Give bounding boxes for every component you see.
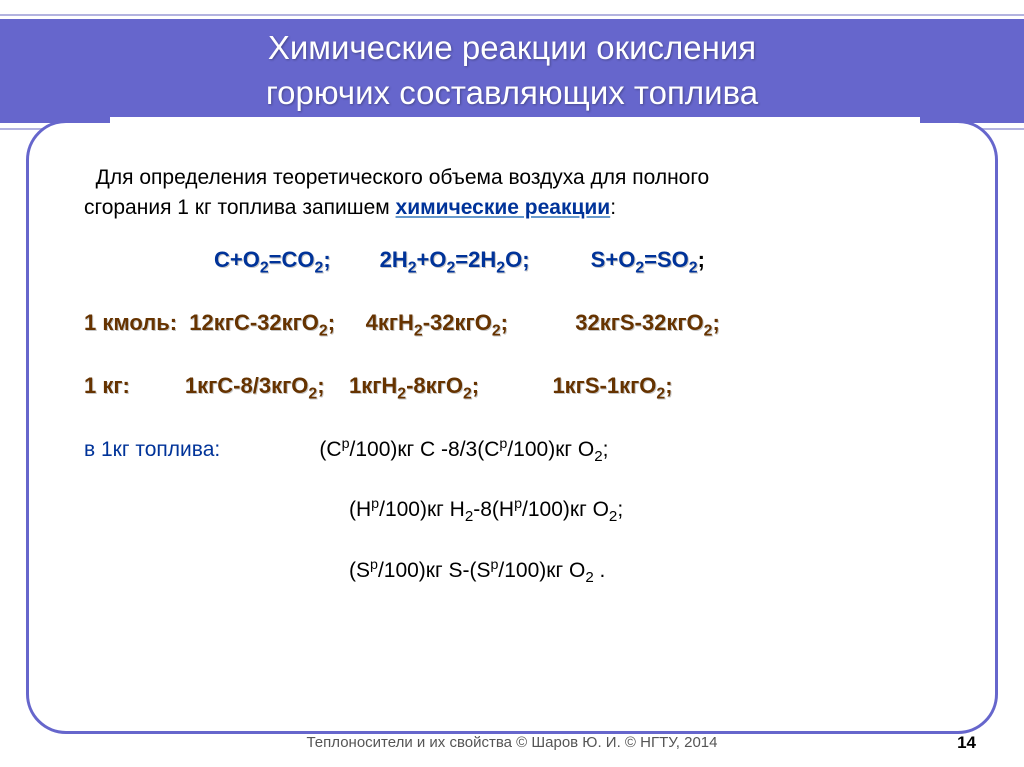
kmol-h: 4кгH2-32кгO2; <box>366 310 508 335</box>
fuel-c-row: в 1кг топлива: (Cр/100)кг C -8/3(Cр/100)… <box>84 435 940 468</box>
intro-paragraph: Для определения теоретического объема во… <box>84 163 940 224</box>
kg-row: 1 кг: 1кгC-8/3кгO2; 1кгH2-8кгO2; 1кгS-1к… <box>84 372 940 405</box>
frame-mask <box>110 117 920 132</box>
fuel-label: в 1кг топлива: <box>84 438 220 461</box>
intro-line2a: сгорания 1 кг топлива запишем <box>84 196 396 219</box>
eq-c: C+O2=CO2; <box>214 247 331 272</box>
content-frame: Для определения теоретического объема во… <box>26 120 998 734</box>
kmol-c: 12кгC-32кгO2; <box>189 310 335 335</box>
title-line-2: горючих составляющих топлива <box>266 74 758 111</box>
fuel-h-row: (Hр/100)кг H2-8(Hр/100)кг O2; <box>84 495 940 528</box>
kg-label: 1 кг: <box>84 373 130 398</box>
page-number: 14 <box>957 733 976 753</box>
slide-footer: Теплоносители и их свойства © Шаров Ю. И… <box>0 734 1024 751</box>
eq-h: 2H2+O2=2H2O; <box>380 247 530 272</box>
kg-h: 1кгH2-8кгO2; <box>349 373 479 398</box>
intro-line2b: : <box>610 196 616 219</box>
kg-c: 1кгC-8/3кгO2; <box>185 373 325 398</box>
fuel-c: (Cр/100)кг C -8/3(Cр/100)кг O2; <box>319 438 608 461</box>
kg-s: 1кгS-1кгO2; <box>552 373 672 398</box>
equations-row: C+O2=CO2; 2H2+O2=2H2O; S+O2=SO2; <box>84 246 940 279</box>
eq-s: S+O2=SO2 <box>591 247 698 272</box>
fuel-s-row: (Sр/100)кг S-(Sр/100)кг O2 . <box>84 556 940 589</box>
header-rule-top <box>0 14 1024 16</box>
fuel-h: (Hр/100)кг H2-8(Hр/100)кг O2; <box>349 498 623 521</box>
fuel-s: (Sр/100)кг S-(Sр/100)кг O2 . <box>349 559 605 582</box>
slide-title: Химические реакции окисления горючих сос… <box>266 26 758 115</box>
kmol-s: 32кгS-32кгO2; <box>575 310 720 335</box>
kmol-row: 1 кмоль: 12кгC-32кгO2; 4кгH2-32кгO2; 32к… <box>84 309 940 342</box>
intro-keyword: химические реакции <box>396 196 611 219</box>
slide-header: Химические реакции окисления горючих сос… <box>0 17 1024 125</box>
title-line-1: Химические реакции окисления <box>268 29 756 66</box>
kmol-label: 1 кмоль: <box>84 310 177 335</box>
intro-line1: Для определения теоретического объема во… <box>96 166 710 189</box>
